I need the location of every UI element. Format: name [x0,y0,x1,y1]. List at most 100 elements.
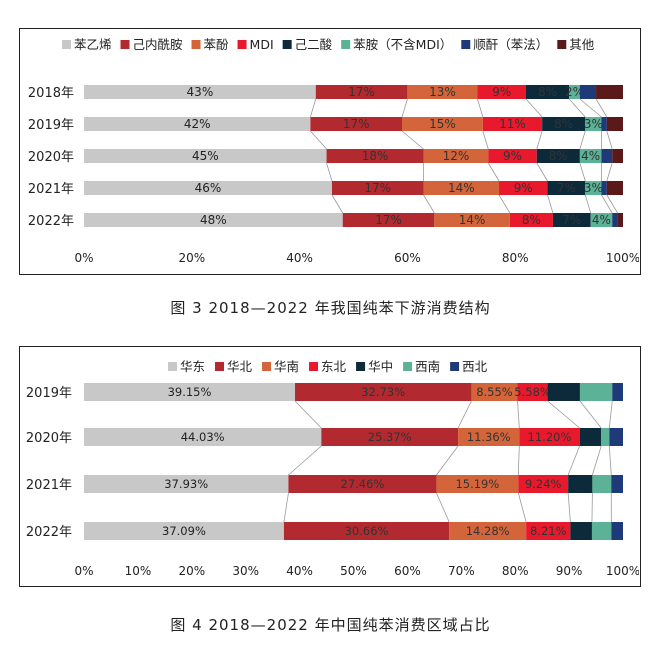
bar-5-1 [601,428,610,446]
series-line-3-1 [567,445,581,476]
chart-panel-regional-share: 华东 华北 华南 东北 华中 西南 西北 2019年 39.15% 32.73% 8.55% 5.58… [19,346,641,587]
x-tick-label-0: 0% [74,564,93,578]
bar-0-4 [84,213,343,227]
series-line-0-2 [326,162,333,182]
legend-swatch-2 [191,40,201,49]
series-line-6-1 [606,130,613,150]
legend-swatch-1 [120,40,130,49]
legend-swatch-6 [450,362,460,371]
data-label-0-2: 37.93% [164,477,208,491]
series-line-4-0 [568,98,586,118]
bar-2-0 [407,85,478,99]
bar-0-3 [84,522,284,540]
legend-swatch-7 [557,40,567,49]
bar-6-2 [611,475,623,493]
category-label-2: 2021年 [26,478,72,493]
series-line-0-2 [283,492,289,523]
bar-5-3 [585,181,602,195]
legend-label-4: 己二酸 [295,37,333,52]
bar-4-3 [547,181,586,195]
data-label-1-2: 18% [362,149,389,163]
series-line-1-2 [436,492,450,523]
bar-7-0 [596,85,623,99]
data-label-0-1: 44.03% [181,430,225,444]
legend-label-6: 西北 [462,359,488,374]
series-line-4-0 [579,400,602,429]
bar-0-3 [84,181,332,195]
x-tick-label-4: 80% [502,251,529,265]
x-tick-label-2: 20% [178,564,205,578]
legend-swatch-5 [403,362,413,371]
series-line-0-3 [331,194,344,214]
legend-swatch-2 [262,362,272,371]
legend-label-4: 华中 [368,359,393,374]
series-line-3-2 [567,492,571,523]
legend-swatch-0 [62,40,71,49]
legend-swatch-4 [282,40,292,49]
bar-6-4 [612,213,618,227]
bar-5-2 [579,149,602,163]
data-label-5-3: 3% [584,181,603,195]
series-line-3-3 [547,194,554,214]
bar-5-0 [579,383,613,401]
series-line-3-0 [525,98,543,118]
data-label-1-3: 30.66% [345,524,389,538]
bar-4-1 [579,428,602,446]
bar-6-2 [601,149,613,163]
bar-3-3 [526,522,571,540]
data-label-5-2: 4% [581,149,600,163]
bar-6-3 [611,522,623,540]
series-line-2-1 [482,130,489,150]
bar-4-1 [542,117,586,131]
series-line-3-2 [536,162,548,182]
series-line-4-1 [579,130,586,150]
bar-3-2 [488,149,537,163]
bar-3-0 [477,85,526,99]
bar-4-3 [570,522,592,540]
category-label-0: 2018年 [28,86,74,101]
x-tick-label-10: 100% [606,564,639,578]
legend-label-2: 华南 [274,359,299,374]
bar-7-1 [606,117,623,131]
series-line-6-3 [606,194,618,214]
legend-swatch-5 [341,40,351,49]
bar-5-0 [569,85,580,99]
legend: 华东 华北 华南 东北 华中 西南 西北 [168,359,488,374]
bar-1-0 [295,383,472,401]
bar-2-0 [471,383,518,401]
data-label-3-1: 11% [499,117,526,131]
bar-3-1 [519,428,580,446]
category-label-3: 2022年 [26,525,72,540]
legend-label-1: 华北 [227,359,253,374]
legend-label-3: 东北 [321,359,347,374]
bar-0-2 [84,149,327,163]
bar-3-4 [509,213,553,227]
data-label-2-2: 15.19% [455,477,499,491]
data-label-4-3: 7% [557,181,576,195]
bar-0-1 [84,117,311,131]
data-label-2-3: 14% [448,181,475,195]
legend-swatch-4 [356,362,366,371]
data-label-4-2: 8% [549,149,568,163]
series-line-6-0 [595,98,608,118]
x-tick-label-1: 20% [178,251,205,265]
bar-5-2 [592,475,612,493]
x-tick-label-5: 50% [340,564,367,578]
x-tick-label-5: 100% [606,251,639,265]
data-label-3-2: 9.24% [525,477,562,491]
data-label-2-3: 14.28% [466,524,510,538]
bar-4-0 [547,383,580,401]
chart-consumption-structure: 苯乙烯 己内酰胺 苯酚 MDI 己二酸 苯胺（不含MDI） 顺酐（苯法） 其他 2018年 43%… [28,37,639,265]
series-line-2-3 [498,194,511,214]
bar-1-3 [283,522,450,540]
bar-2-2 [423,149,489,163]
legend-swatch-0 [168,362,177,371]
series-line-0-0 [294,400,322,429]
bar-0-1 [84,428,322,446]
series-line-2-2 [517,492,527,523]
bar-4-2 [568,475,593,493]
bar-3-2 [518,475,569,493]
data-label-3-3: 8.21% [530,524,567,538]
figure-caption-3: 图 3 2018—2022 年我国纯苯下游消费结构 [170,299,491,317]
category-label-4: 2022年 [28,214,74,229]
